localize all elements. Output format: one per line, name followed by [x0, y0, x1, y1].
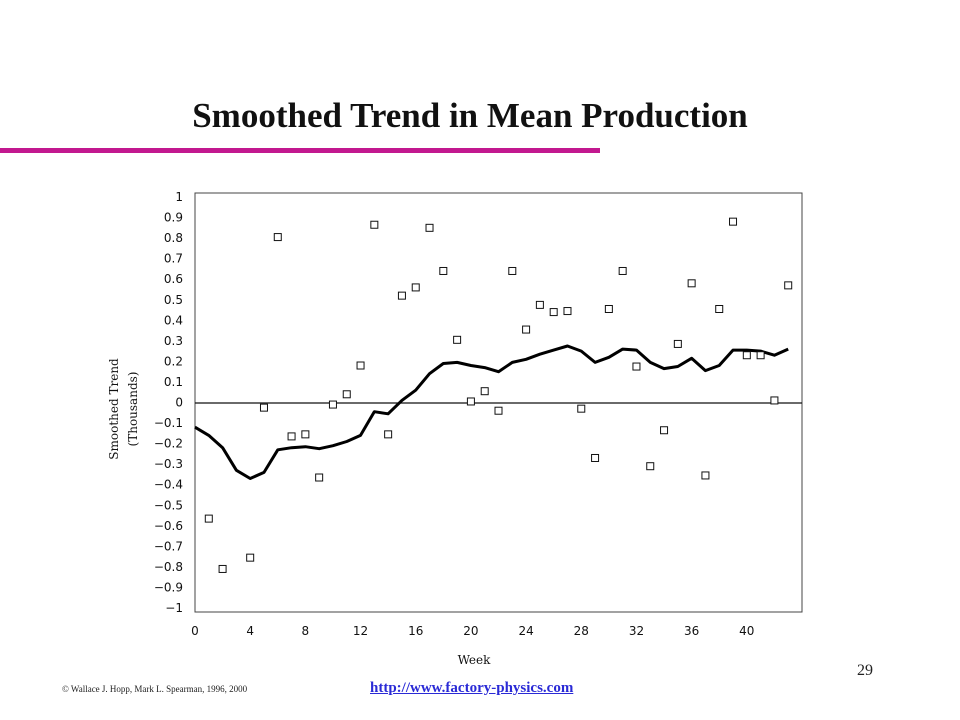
y-tick-label: 1 [175, 190, 183, 204]
y-tick-label: −0.3 [154, 457, 183, 471]
observed-point-marker [342, 390, 351, 399]
observed-point-marker [370, 220, 379, 229]
x-tick-label: 4 [246, 624, 254, 638]
observed-point-marker [660, 426, 669, 435]
observed-point-marker [466, 397, 475, 406]
trend-series-line [194, 344, 789, 480]
observed-point-marker [494, 406, 503, 415]
y-tick-label: 0.4 [164, 313, 183, 327]
observed-point-marker [591, 453, 600, 462]
observed-point-marker [770, 396, 779, 405]
title-accent-rule [0, 148, 600, 153]
x-tick-label: 24 [518, 624, 533, 638]
observed-point-marker [273, 233, 282, 242]
y-tick-label: 0.2 [164, 354, 183, 368]
observed-point-marker [549, 308, 558, 317]
y-tick-label: −0.1 [154, 416, 183, 430]
observed-point-marker [701, 471, 710, 480]
observed-point-marker [315, 473, 324, 482]
observed-point-marker [563, 307, 572, 316]
y-tick-label: −0.4 [154, 478, 183, 492]
y-tick-label: 0.9 [164, 211, 183, 225]
y-tick-label: 0.6 [164, 272, 183, 286]
observed-point-marker [715, 304, 724, 313]
observed-point-marker [632, 362, 641, 371]
observed-point-marker [577, 404, 586, 413]
y-tick-label: −0.5 [154, 498, 183, 512]
x-tick-label: 8 [302, 624, 310, 638]
observed-point-marker [687, 279, 696, 288]
y-axis-title-line2: (Thousands) [126, 372, 140, 447]
y-tick-label: 0.7 [164, 252, 183, 266]
observed-point-marker [287, 432, 296, 441]
y-tick-label: 0.3 [164, 334, 183, 348]
y-tick-label: −0.2 [154, 437, 183, 451]
observed-point-marker [397, 291, 406, 300]
observed-point-marker [535, 300, 544, 309]
observed-point-marker [673, 339, 682, 348]
factory-physics-link[interactable]: http://www.factory-physics.com [370, 680, 574, 696]
y-tick-label: −0.8 [154, 560, 183, 574]
x-tick-label: 28 [574, 624, 589, 638]
x-tick-label: 0 [191, 624, 199, 638]
x-tick-label: 40 [739, 624, 754, 638]
observed-point-marker [301, 430, 310, 439]
y-axis-title: Smoothed Trend (Thousands) [107, 358, 140, 460]
observed-point-marker [508, 266, 517, 275]
observed-point-marker [384, 430, 393, 439]
y-tick-label: 0.1 [164, 375, 183, 389]
x-axis-title: Week [458, 653, 492, 667]
observed-point-marker [411, 283, 420, 292]
observed-points [204, 217, 793, 573]
observed-point-marker [522, 325, 531, 334]
y-tick-label: 0.8 [164, 231, 183, 245]
slide-title: Smoothed Trend in Mean Production [192, 96, 748, 135]
observed-point-marker [259, 403, 268, 412]
y-tick-label: 0.5 [164, 293, 183, 307]
observed-point-marker [756, 351, 765, 360]
observed-point-marker [646, 462, 655, 471]
observed-point-marker [480, 387, 489, 396]
observed-point-marker [742, 351, 751, 360]
x-tick-label: 32 [629, 624, 644, 638]
observed-point-marker [356, 361, 365, 370]
y-tick-label: −0.7 [154, 539, 183, 553]
observed-point-marker [453, 335, 462, 344]
x-tick-label: 20 [463, 624, 478, 638]
y-tick-labels: 1 0.9 0.8 0.7 0.6 0.5 0.4 0.3 0.2 0.1 0 −0.1 −0.2 −0.… [154, 190, 183, 615]
x-tick-label: 12 [353, 624, 368, 638]
y-axis-title-line1: Smoothed Trend [107, 358, 121, 460]
copyright-text: © Wallace J. Hopp, Mark L. Spearman, 199… [62, 684, 248, 694]
page-number: 29 [857, 662, 873, 679]
observed-point-marker [246, 553, 255, 562]
observed-point-marker [784, 281, 793, 290]
y-tick-label: −0.9 [154, 580, 183, 594]
x-tick-label: 36 [684, 624, 699, 638]
observed-point-marker [204, 514, 213, 523]
observed-point-marker [618, 266, 627, 275]
x-tick-label: 16 [408, 624, 423, 638]
observed-point-marker [425, 223, 434, 232]
observed-point-marker [604, 304, 613, 313]
observed-point-marker [328, 400, 337, 409]
observed-point-marker [218, 564, 227, 573]
y-tick-label: 0 [175, 396, 183, 410]
y-tick-label: −0.6 [154, 519, 183, 533]
x-tick-labels: 0 4 8 12 16 20 24 28 32 36 40 [191, 624, 754, 638]
observed-point-marker [439, 266, 448, 275]
y-tick-label: −1 [165, 601, 183, 615]
observed-point-marker [729, 217, 738, 226]
